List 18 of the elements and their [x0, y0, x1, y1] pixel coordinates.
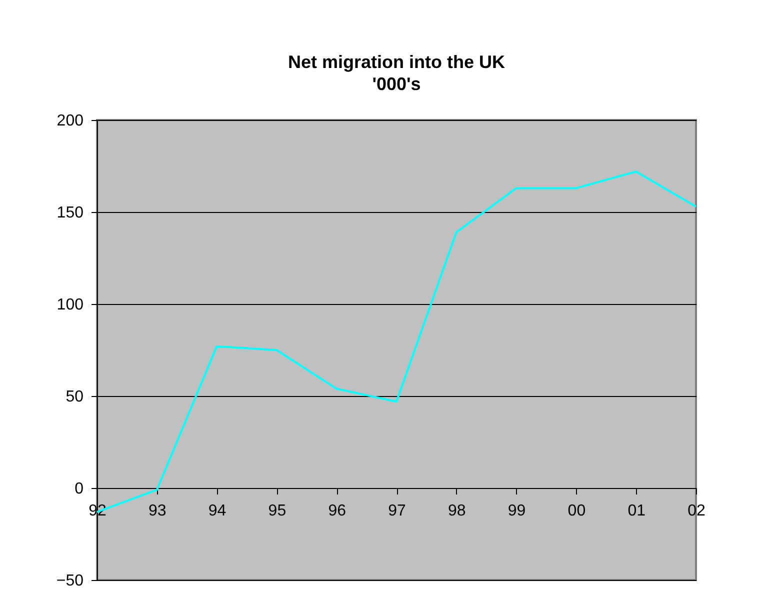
- y-tick-label: −50: [56, 572, 84, 590]
- x-tick-label: 01: [628, 502, 646, 520]
- x-tick-label: 99: [508, 502, 526, 520]
- y-tick-label: 0: [74, 480, 84, 498]
- x-tick-label: 00: [568, 502, 586, 520]
- x-tick-label: 97: [388, 502, 406, 520]
- y-tick-label: 50: [66, 388, 84, 406]
- y-tick-label: 150: [56, 204, 84, 222]
- y-tick-label: 100: [56, 296, 84, 314]
- x-tick-label: 02: [688, 502, 706, 520]
- x-tick-label: 94: [208, 502, 226, 520]
- x-tick-label: 96: [328, 502, 346, 520]
- chart-subtitle: '000's: [372, 74, 421, 94]
- x-tick-label: 95: [268, 502, 286, 520]
- y-tick-label: 200: [56, 112, 84, 130]
- x-tick-label: 98: [448, 502, 466, 520]
- chart-title: Net migration into the UK: [288, 52, 505, 72]
- x-tick-label: 93: [148, 502, 166, 520]
